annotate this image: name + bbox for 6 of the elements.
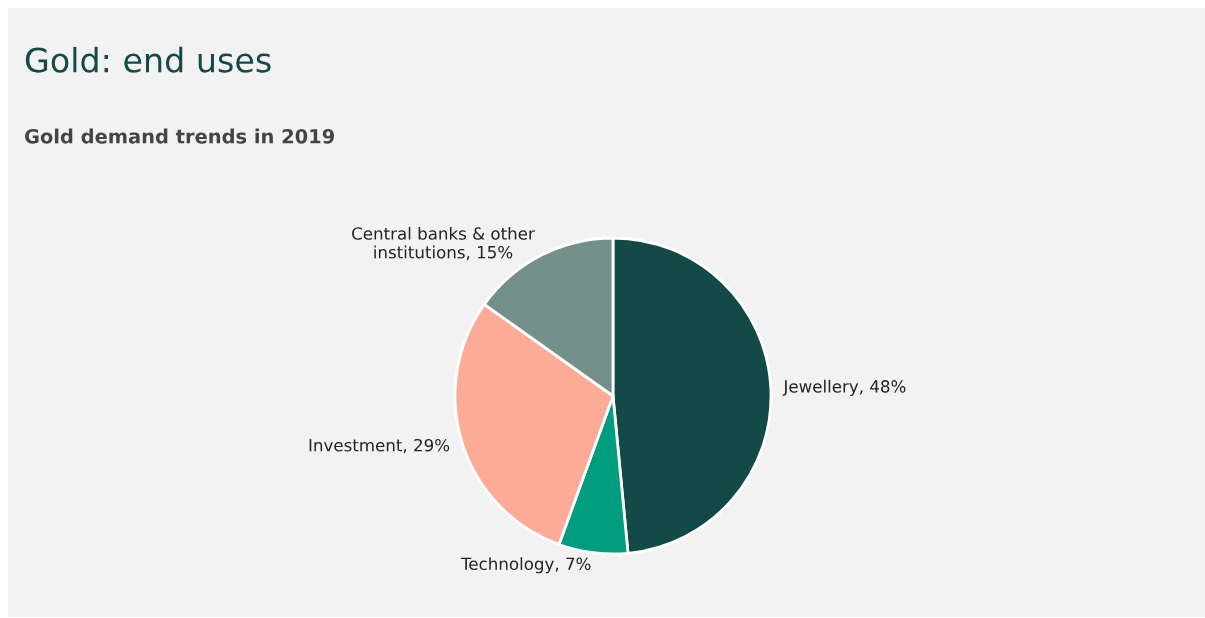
slice-label: Jewellery, 48% bbox=[782, 379, 906, 396]
chart-subtitle: Gold demand trends in 2019 bbox=[24, 128, 335, 144]
slice-label: Technology, 7% bbox=[460, 557, 591, 574]
slice-label: Central banks & other institutions, 15% bbox=[352, 226, 535, 261]
chart-title: Gold: end uses bbox=[25, 46, 271, 73]
slice-label: Investment, 29% bbox=[309, 438, 450, 454]
